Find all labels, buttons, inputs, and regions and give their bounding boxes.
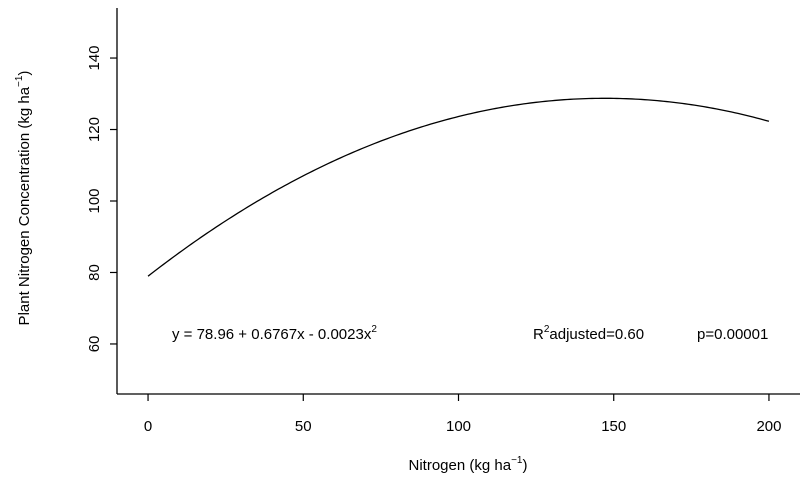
regression-equation: y = 78.96 + 0.6767x - 0.0023x2 [172,324,377,343]
y-tick-label: 120 [86,117,103,142]
y-tick-label: 80 [86,264,103,281]
x-tick-label: 0 [144,418,152,435]
r2-annotation: R2adjusted=0.60 [533,324,644,343]
x-tick-label: 200 [756,418,781,435]
axes: 0 50 100 150 200 60 80 100 120 140 [86,8,800,435]
x-tick-label: 50 [295,418,312,435]
y-axis-title: Plant Nitrogen Concentration (kg ha−1) [14,71,33,326]
x-tick-label: 100 [446,418,471,435]
y-tick-label: 140 [86,46,103,71]
fitted-curve [147,97,770,277]
curve-layer [147,97,770,277]
x-tick-label: 150 [601,418,626,435]
y-tick-label: 100 [86,188,103,213]
y-tick-label: 60 [86,336,103,353]
x-axis-title: Nitrogen (kg ha−1) [409,455,528,474]
p-value-annotation: p=0.00001 [697,326,768,343]
